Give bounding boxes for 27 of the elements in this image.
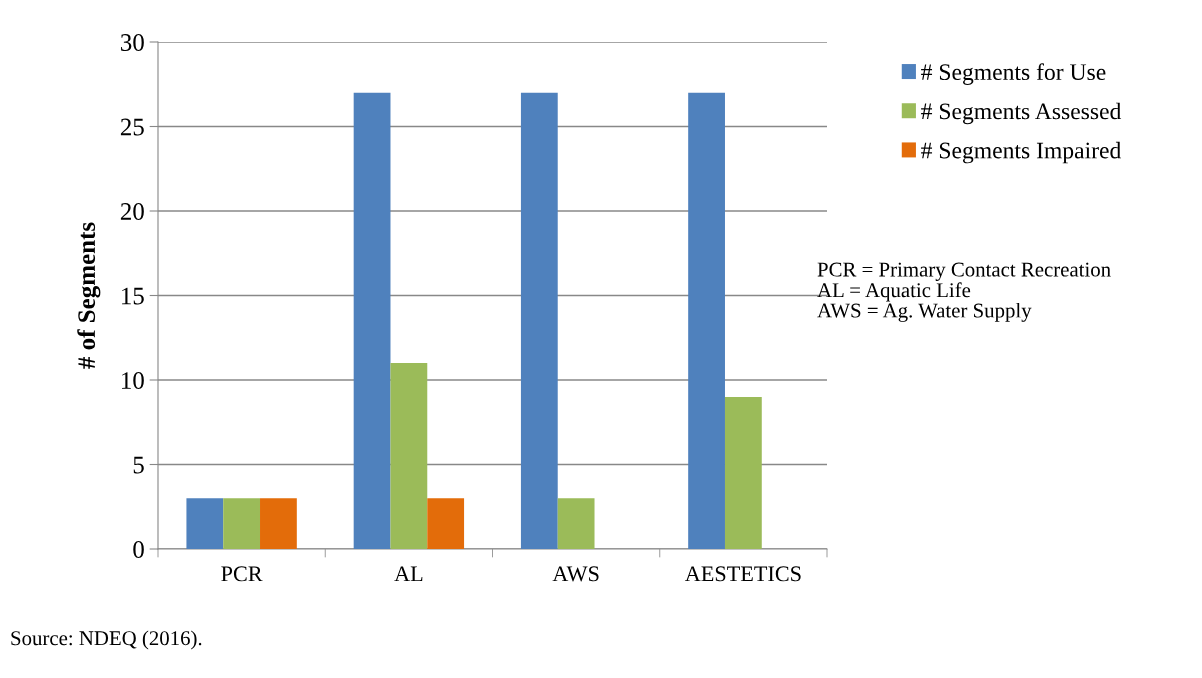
y-tick-label: 25 (120, 118, 144, 136)
y-tick-label: 0 (133, 541, 144, 558)
y-tick-label: 5 (133, 456, 144, 474)
y-tick-label: 20 (120, 203, 144, 220)
legend-label: # Segments Assessed (921, 102, 1122, 125)
x-tick-label: AESTETICS (684, 566, 801, 582)
bar (557, 498, 595, 549)
legend-label: # Segments for Use (921, 63, 1106, 85)
bar (390, 363, 428, 549)
annotation: PCR = Primary Contact Recreation AL = Aquatic Life AWS = Ag. Water Supply (817, 262, 1111, 322)
bar (186, 498, 224, 549)
bar (427, 498, 465, 549)
y-tick-label: 10 (122, 372, 144, 389)
x-tick-label: AWS (552, 566, 599, 582)
source-note: Source: NDEQ (2016). (11, 630, 202, 650)
bar (260, 498, 297, 549)
y-tick-label: 15 (122, 287, 144, 305)
bar (688, 92, 725, 549)
y-axis-title: # of Segments (77, 222, 101, 369)
x-tick-label: AL (394, 566, 423, 582)
bar (724, 396, 762, 549)
bar (223, 498, 261, 549)
y-tick-label: 30 (121, 34, 144, 51)
bar (520, 92, 558, 549)
bar (353, 92, 391, 549)
x-tick-label: PCR (221, 566, 263, 582)
legend-label: # Segments Impaired (921, 141, 1122, 164)
